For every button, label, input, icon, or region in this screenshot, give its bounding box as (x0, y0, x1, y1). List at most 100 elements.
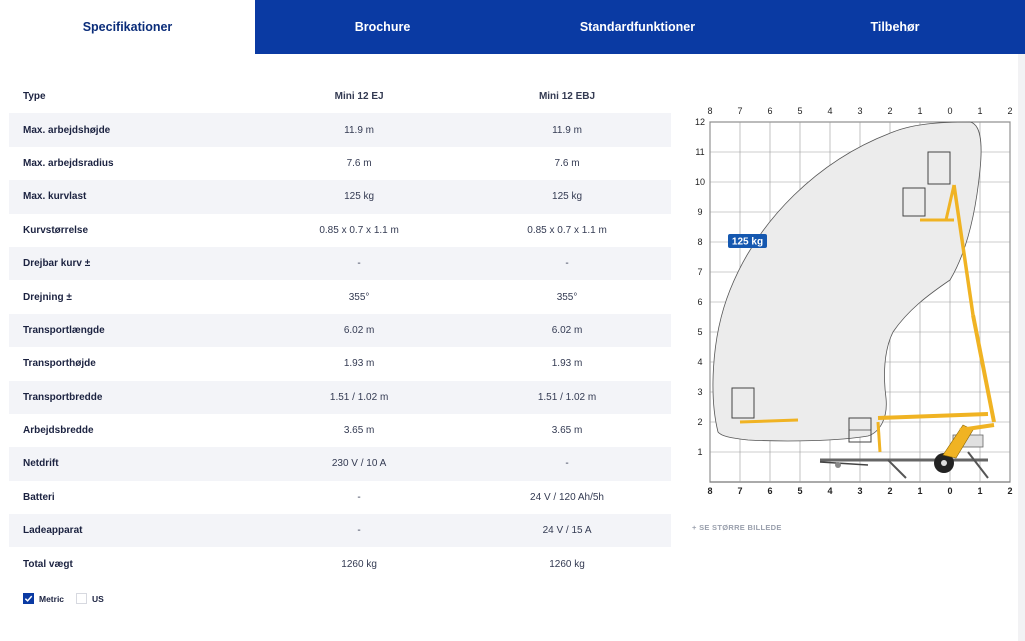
spec-value-model-2: 7.6 m (554, 157, 580, 169)
spec-label: Batteri (23, 491, 55, 503)
spec-value-model-1: 3.65 m (343, 425, 375, 437)
tab-bar: Specifikationer Brochure Standardfunktio… (0, 0, 1025, 54)
unit-toggle: Metric US (23, 593, 104, 604)
spec-label: Transportlængde (23, 324, 105, 336)
spec-label: Total vægt (23, 558, 73, 570)
spec-value-model-1: 0.85 x 0.7 x 1.1 m (319, 224, 399, 236)
spec-value-model-1: 11.9 m (344, 124, 375, 136)
tab-brochure[interactable]: Brochure (255, 0, 510, 54)
spec-value-model-1: 6.02 m (343, 324, 375, 336)
x-tick-label-top: 1 (917, 106, 922, 116)
table-row: Ladeapparat - 24 V / 15 A (9, 514, 671, 548)
x-tick-label-top: 0 (947, 106, 952, 116)
table-row: Netdrift 230 V / 10 A - (9, 447, 671, 481)
spec-value-model-1: 125 kg (344, 191, 375, 203)
spec-value-model-2: 355° (556, 291, 578, 303)
spec-value-model-2: 3.65 m (551, 425, 583, 437)
spec-value-model-2: 24 V / 15 A (542, 525, 592, 537)
y-tick-label: 2 (697, 417, 702, 427)
x-tick-label-bottom: 8 (707, 486, 712, 496)
spec-value-model-1: 1260 kg (341, 558, 377, 570)
table-row: Max. arbejdsradius 7.6 m 7.6 m (9, 147, 671, 180)
us-label: US (92, 593, 104, 604)
y-tick-label: 11 (695, 147, 704, 157)
spec-value-model-1: 355° (348, 291, 370, 303)
x-tick-label-bottom: 4 (827, 486, 832, 496)
spec-value-model-2: 1.51 / 1.02 m (537, 391, 597, 403)
table-row: Batteri - 24 V / 120 Ah/5h (9, 481, 671, 514)
x-tick-label-top: 7 (737, 106, 742, 116)
spec-header-model-2: Mini 12 EBJ (538, 91, 596, 103)
x-tick-label-bottom: 7 (737, 486, 742, 496)
spec-value-model-1: 7.6 m (346, 157, 372, 169)
spec-value-model-2: 125 kg (552, 191, 583, 203)
y-tick-label: 8 (697, 237, 702, 247)
spec-label: Max. arbejdshøjde (23, 124, 111, 136)
table-row: Max. arbejdshøjde 11.9 m 11.9 m (9, 113, 671, 147)
x-tick-label-top: 4 (827, 106, 832, 116)
spec-header-model-1: Mini 12 EJ (334, 91, 384, 103)
spec-value-model-1: - (357, 525, 361, 537)
x-tick-label-top: 6 (767, 106, 772, 116)
spec-value-model-2: 11.9 m (552, 124, 582, 136)
y-tick-label: 7 (697, 267, 702, 277)
us-checkbox[interactable] (76, 593, 88, 604)
spec-value-model-2: - (565, 458, 569, 470)
check-icon (24, 595, 33, 602)
spec-value-model-2: 0.85 x 0.7 x 1.1 m (527, 224, 607, 236)
page-scroll-edge (1018, 54, 1025, 641)
table-row: Transporthøjde 1.93 m 1.93 m (9, 347, 671, 380)
table-row: Drejbar kurv ± - - (9, 246, 671, 281)
table-row: Transportlængde 6.02 m 6.02 m (9, 313, 671, 348)
x-tick-label-bottom: 3 (857, 486, 862, 496)
x-tick-label-bottom: 6 (767, 486, 772, 496)
spec-label: Max. arbejdsradius (23, 157, 114, 169)
spec-label: Max. kurvlast (23, 191, 87, 203)
table-row: Max. kurvlast 125 kg 125 kg (9, 180, 671, 214)
tab-specifikationer[interactable]: Specifikationer (0, 0, 255, 54)
spec-label: Arbejdsbredde (23, 425, 94, 437)
x-tick-label-bottom: 2 (1007, 486, 1012, 496)
spec-value-model-1: 1.93 m (343, 358, 375, 370)
spec-label: Transporthøjde (23, 358, 96, 370)
spec-value-model-1: 230 V / 10 A (331, 458, 387, 470)
x-tick-label-bottom: 0 (947, 486, 952, 496)
table-row: Transportbredde 1.51 / 1.02 m 1.51 / 1.02 … (9, 380, 671, 414)
x-tick-label-top: 1 (977, 106, 982, 116)
x-tick-label-bottom: 2 (887, 486, 892, 496)
y-tick-label: 1 (697, 447, 702, 457)
y-tick-label: 10 (695, 177, 705, 187)
spec-label: Ladeapparat (23, 525, 83, 537)
spec-table: Type Mini 12 EJ Mini 12 EBJ Max. arbejds… (9, 80, 671, 581)
tab-standardfunktioner[interactable]: Standardfunktioner (510, 0, 765, 54)
y-tick-label: 3 (697, 387, 702, 397)
spec-label: Kurvstørrelse (23, 224, 89, 236)
tab-tilbehor[interactable]: Tilbehør (765, 0, 1025, 54)
spec-value-model-1: - (357, 258, 361, 270)
spec-label: Netdrift (23, 458, 59, 470)
y-tick-label: 4 (697, 357, 702, 367)
spec-value-model-1: 1.51 / 1.02 m (329, 391, 389, 403)
spec-value-model-2: 24 V / 120 Ah/5h (530, 491, 604, 503)
x-tick-label-top: 2 (1007, 106, 1012, 116)
lift-machine (731, 151, 996, 479)
y-tick-label: 6 (697, 297, 702, 307)
x-tick-label-top: 5 (797, 106, 802, 116)
spec-body: Max. arbejdshøjde 11.9 m 11.9 m Max. arbejd… (9, 113, 671, 580)
x-tick-label-top: 3 (857, 106, 862, 116)
spec-value-model-2: - (565, 258, 569, 270)
spec-label: Transportbredde (23, 391, 103, 403)
x-tick-label-top: 2 (887, 106, 892, 116)
x-tick-label-bottom: 5 (797, 486, 802, 496)
spec-label: Drejning ± (23, 291, 72, 303)
see-bigger-image-link[interactable]: + SE STØRRE BILLEDE (692, 523, 782, 532)
y-tick-label: 9 (697, 207, 702, 217)
spec-value-model-1: - (357, 491, 361, 503)
y-tick-label: 5 (697, 327, 702, 337)
metric-checkbox[interactable] (23, 593, 34, 604)
badge-text: 125 kg (732, 237, 763, 248)
spec-header-label: Type (23, 91, 46, 103)
table-row: Drejning ± 355° 355° (9, 280, 671, 313)
